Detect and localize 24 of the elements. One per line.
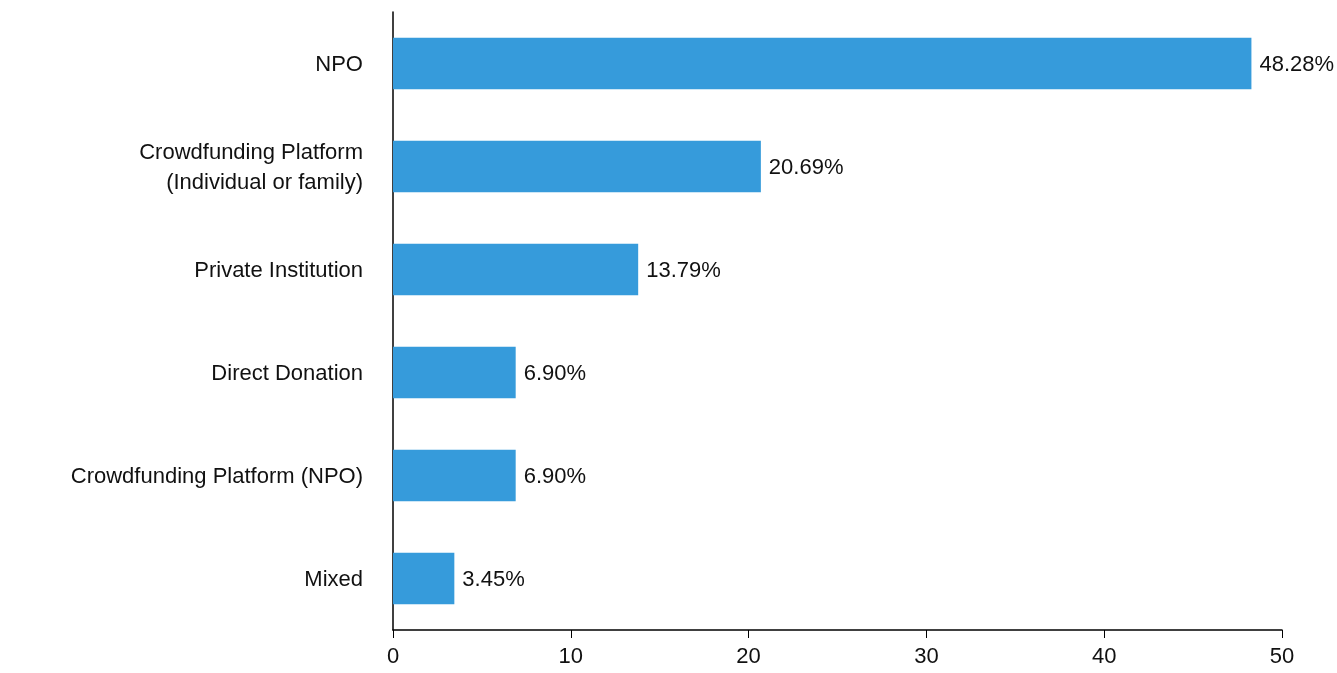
x-tick-label: 20 [736,642,761,668]
x-tick-label: 40 [1091,642,1117,668]
bar [393,37,1252,90]
bar [393,449,516,502]
data-label: 20.69% [768,154,844,179]
data-label: 48.28% [1259,51,1335,76]
y-tick-label: NPO [315,51,363,76]
bar [393,346,516,399]
data-label: 6.90% [523,463,587,488]
x-tick-label: 10 [558,642,584,668]
data-label: 3.45% [462,566,525,591]
data-label: 6.90% [523,360,587,385]
bar [393,243,639,296]
x-tick-label: 30 [914,642,939,668]
x-tick-label: 0 [386,642,400,668]
bar [393,140,761,193]
y-tick-label: Mixed [304,566,363,591]
x-tick-label: 50 [1269,642,1295,668]
data-label: 13.79% [646,257,721,282]
y-tick-label: Private Institution [194,257,363,282]
y-tick-label: Direct Donation [211,360,363,385]
y-tick-label: Crowdfunding Platform (NPO) [70,463,363,488]
y-tick-label: Crowdfunding Platform (Individual or family) [139,139,363,194]
bar [393,552,455,605]
